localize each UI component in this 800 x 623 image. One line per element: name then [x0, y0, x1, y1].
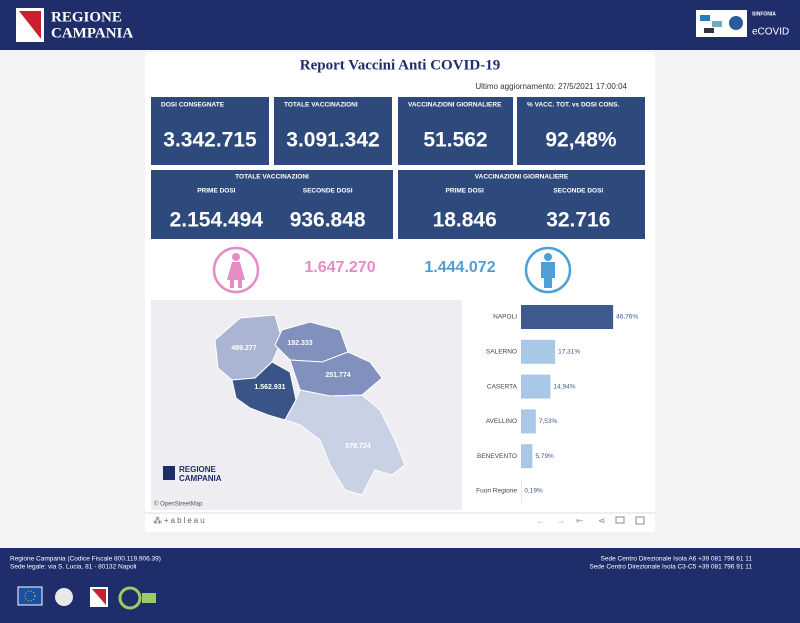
panel-item-value: 32.716: [546, 209, 610, 232]
map-logo-emblem: [163, 466, 175, 480]
male-icon-ring: [524, 246, 572, 294]
panel-item-value: 2.154.494: [170, 209, 264, 232]
female-count: 1.647.270: [304, 259, 375, 276]
map-label: 192.333: [287, 340, 312, 347]
bar: [521, 374, 551, 399]
footer-right: Sede Centro Direzionale Isola A6 +39 081…: [601, 556, 753, 563]
fse-logo-text: [142, 593, 156, 603]
kpi-label: DOSI CONSEGNATE: [161, 102, 225, 109]
bar-value-label: 7,53%: [539, 418, 558, 425]
logo-block: [712, 21, 722, 27]
map-credit: © OpenStreetMap: [154, 501, 203, 508]
bar: [521, 339, 556, 364]
logo-virus: [729, 16, 743, 30]
male-icon-body: [541, 262, 555, 288]
bar-value-label: 0,19%: [524, 488, 543, 495]
map-logo-line1: REGIONE: [179, 465, 217, 474]
kpi-value: 3.342.715: [163, 129, 257, 152]
footer-bar: [0, 548, 800, 623]
bar-category: Fuori Regione: [476, 488, 517, 495]
kpi-card: [398, 97, 513, 165]
province-bars: NAPOLI 46,76% SALERNO 17,31% CASERTA 14,94% AV…: [476, 305, 638, 503]
male-count: 1.444.072: [424, 259, 495, 276]
map-label: 499.277: [231, 345, 256, 352]
eu-logo: [17, 586, 43, 606]
logo-block: [700, 15, 710, 21]
female-icon-head: [232, 253, 240, 261]
bar-category: SALERNO: [486, 349, 517, 356]
panel-item-label: PRIME DOSI: [446, 188, 484, 195]
bar-value-label: 17,31%: [558, 349, 580, 356]
map-label: 251.774: [325, 372, 350, 379]
update-time: Ultimo aggiornamento: 27/5/2021 17:00:04: [475, 82, 627, 91]
map-salerno: [284, 389, 406, 496]
bar: [521, 305, 614, 329]
logo-block: [704, 28, 714, 33]
toolbar-share[interactable]: ⋖: [598, 515, 606, 525]
bar: [521, 444, 533, 469]
bar-value-label: 46,76%: [616, 314, 638, 321]
header-bar: [0, 0, 800, 50]
kpi-card: [517, 97, 645, 165]
bar-category: CASERTA: [487, 383, 518, 390]
toolbar-fullscreen[interactable]: [635, 516, 645, 525]
kpi-label: % VACC. TOT. vs DOSI CONS.: [527, 102, 619, 109]
bar-category: BENEVENTO: [477, 453, 517, 460]
bar-panel: [466, 300, 645, 510]
emblem-stripe: [19, 11, 41, 39]
female-icon-body: [227, 262, 245, 288]
bar-category: AVELLINO: [486, 418, 517, 425]
partner-name: eCOVID: [752, 27, 789, 38]
panel-item-label: PRIME DOSI: [197, 188, 235, 195]
emblem-stripe: [92, 589, 106, 605]
kpi-value: 3.091.342: [286, 129, 379, 152]
partner-small: SINFONIA: [752, 11, 776, 17]
report-title: Report Vaccini Anti COVID-19: [300, 57, 500, 73]
kpi-value: 51.562: [423, 129, 487, 152]
panel-item-value: 936.848: [290, 209, 366, 232]
eu-stars: [24, 590, 36, 602]
kpi-card: [274, 97, 392, 165]
panel-item-label: SECONDE DOSI: [553, 188, 603, 195]
summary-panel: [398, 170, 645, 239]
kpi-value: 92,48%: [545, 129, 617, 152]
brand-line1: REGIONE: [51, 9, 122, 25]
footer-right: Sede Centro Direzionale Isola C3-C5 +39 …: [589, 564, 752, 571]
kpi-row: DOSI CONSEGNATE 3.342.715 TOTALE VACCINAZI…: [151, 97, 645, 165]
bar-value-label: 14,94%: [553, 383, 575, 390]
panel-title: VACCINAZIONI GIORNALIERE: [475, 174, 569, 181]
bar: [521, 409, 536, 434]
italy-emblem: [55, 588, 73, 606]
toolbar-download[interactable]: [615, 516, 625, 524]
fse-logo: [118, 586, 142, 610]
footer-left: Regione Campania (Codice Fiscale 800.119…: [10, 556, 161, 563]
map-label: 578.724: [345, 443, 370, 450]
panel-item-value: 18.846: [433, 209, 497, 232]
footer-left: Sede legale: via S. Lucia, 81 - 80132 Na…: [10, 564, 136, 571]
map-logo-line2: CAMPANIA: [179, 474, 222, 483]
toolbar-undo[interactable]: ←: [536, 515, 545, 525]
toolbar-brand[interactable]: +ableau: [164, 516, 207, 525]
panel-title: TOTALE VACCINAZIONI: [235, 174, 309, 181]
summary-panel: [151, 170, 393, 239]
kpi-label: VACCINAZIONI GIORNALIERE: [408, 102, 502, 109]
bar-value-label: 5,79%: [535, 453, 554, 460]
panel-item-label: SECONDE DOSI: [303, 188, 353, 195]
kpi-label: TOTALE VACCINAZIONI: [284, 102, 358, 109]
map-label: 1.562.931: [254, 384, 285, 391]
brand-line2: CAMPANIA: [51, 25, 133, 41]
toolbar-revert[interactable]: ⇤: [576, 515, 584, 525]
male-icon-head: [544, 253, 552, 261]
kpi-card: [151, 97, 269, 165]
toolbar-icon: ⁂: [153, 515, 162, 525]
female-icon-ring: [212, 246, 260, 294]
toolbar-redo[interactable]: →: [556, 515, 565, 525]
bar-category: NAPOLI: [493, 314, 517, 321]
